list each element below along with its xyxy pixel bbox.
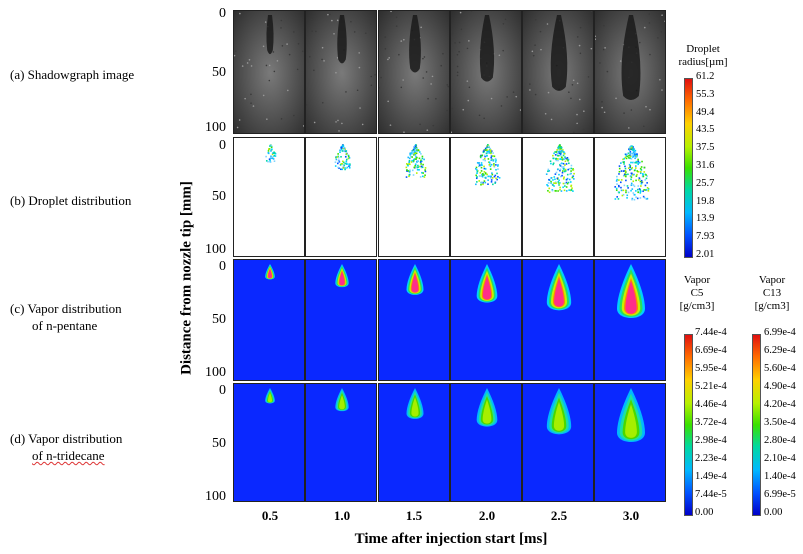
row-label-droplet: (b) Droplet distribution (10, 193, 132, 208)
shadow-panel (305, 10, 377, 134)
c5-colorbar-tick: 7.44e-5 (695, 489, 727, 500)
c13-colorbar-tick: 6.99e-5 (764, 489, 796, 500)
c13-panel (450, 383, 522, 502)
c5-colorbar-title: Vapor C5 [g/cm3] (679, 274, 715, 312)
y-tick-b-0: 0 (219, 138, 226, 153)
shadow-panel (594, 10, 666, 134)
shadow-panel (233, 10, 305, 134)
droplet-colorbar-tick: 43.5 (696, 124, 715, 136)
droplet-colorbar-tick: 61.2 (696, 71, 715, 82)
droplet-panel (594, 137, 666, 257)
droplet-colorbar-tick: 13.9 (696, 213, 715, 225)
c13-colorbar (752, 334, 761, 516)
c5-colorbar-tick: 5.95e-4 (695, 363, 727, 374)
droplet-panel (233, 137, 305, 257)
droplet-panel (305, 137, 377, 257)
droplet-panel (450, 137, 522, 257)
c13-colorbar-title: Vapor C13 [g/cm3] (754, 274, 790, 312)
c5-colorbar-tick: 6.69e-4 (695, 345, 727, 356)
droplet-colorbar-tick: 55.3 (696, 88, 715, 100)
c13-colorbar-tick: 6.29e-4 (764, 345, 796, 356)
c5-colorbar-tick: 3.72e-4 (695, 417, 727, 428)
c5-panel (594, 259, 666, 381)
c5-colorbar-tick: 5.21e-4 (695, 381, 727, 392)
time-tick-0-5: 0.5 (261, 508, 279, 523)
c13-colorbar-tick: 5.60e-4 (764, 363, 796, 374)
droplet-panel (378, 137, 450, 257)
c5-panel (522, 259, 594, 381)
x-axis-label: Time after injection start [ms] (354, 531, 548, 547)
row-label-pentane: (c) Vapor distribution of n-pentane (10, 301, 122, 333)
c5-panel (450, 259, 522, 381)
c13-colorbar-tick: 2.10e-4 (764, 453, 796, 464)
time-tick-3-0: 3.0 (622, 508, 640, 523)
c13-colorbar-tick: 4.90e-4 (764, 381, 796, 392)
c13-panel (233, 383, 305, 502)
droplet-colorbar-tick: 19.8 (696, 195, 715, 207)
droplet-colorbar-tick: 7.93 (696, 231, 715, 243)
droplet-colorbar-tick: 2.01 (696, 249, 715, 260)
time-tick-2-0: 2.0 (478, 508, 496, 523)
c5-colorbar (684, 334, 693, 516)
y-axis-label: Distance from nozzle tip [mm] (178, 181, 195, 375)
time-tick-1-5: 1.5 (405, 508, 423, 523)
c5-colorbar-tick: 4.46e-4 (695, 399, 727, 410)
c13-panel (522, 383, 594, 502)
row-label-shadowgraph: (a) Shadowgraph image (10, 67, 135, 82)
shadow-panel (450, 10, 522, 134)
c13-colorbar-tick: 1.40e-4 (764, 471, 796, 482)
c5-colorbar-tick: 7.44e-4 (695, 327, 727, 338)
droplet-colorbar-tick: 31.6 (696, 160, 715, 171)
c13-panel (378, 383, 450, 502)
y-tick-b-50: 50 (212, 189, 226, 204)
droplet-colorbar-tick: 25.7 (696, 177, 715, 189)
shadow-panel (378, 10, 450, 134)
c5-colorbar-tick: 2.98e-4 (695, 435, 727, 446)
c5-panel (305, 259, 377, 381)
y-tick-d-100: 100 (205, 489, 226, 504)
droplet-panel (522, 137, 594, 257)
c13-colorbar-tick: 3.50e-4 (764, 417, 796, 428)
c13-panel (594, 383, 666, 502)
y-tick-d-0: 0 (219, 383, 226, 398)
droplet-colorbar-tick: 49.4 (696, 106, 715, 118)
time-tick-1-0: 1.0 (333, 508, 351, 523)
c5-colorbar-tick: 0.00 (695, 507, 714, 518)
droplet-colorbar (684, 78, 693, 258)
c5-colorbar-tick: 1.49e-4 (695, 471, 727, 482)
y-tick-a-0: 0 (219, 6, 226, 21)
y-tick-a-100: 100 (205, 120, 226, 135)
y-tick-c-0: 0 (219, 259, 226, 274)
c13-panel (305, 383, 377, 502)
c13-colorbar-tick: 0.00 (764, 507, 783, 518)
c13-colorbar-tick: 6.99e-4 (764, 327, 796, 338)
c13-colorbar-tick: 4.20e-4 (764, 399, 796, 410)
y-tick-d-50: 50 (212, 436, 226, 451)
c5-panel (378, 259, 450, 381)
c5-panel (233, 259, 305, 381)
y-tick-c-100: 100 (205, 365, 226, 380)
y-tick-c-50: 50 (212, 312, 226, 327)
y-tick-b-100: 100 (205, 242, 226, 257)
c13-colorbar-tick: 2.80e-4 (764, 435, 796, 446)
time-tick-2-5: 2.5 (550, 508, 568, 523)
row-label-tridecane: (d) Vapor distribution of n-tridecane (10, 431, 123, 463)
y-tick-a-50: 50 (212, 65, 226, 80)
droplet-colorbar-tick: 37.5 (696, 142, 715, 154)
shadow-panel (522, 10, 594, 134)
droplet-colorbar-title: Droplet radius[µm] (678, 43, 728, 68)
c5-colorbar-tick: 2.23e-4 (695, 453, 727, 464)
